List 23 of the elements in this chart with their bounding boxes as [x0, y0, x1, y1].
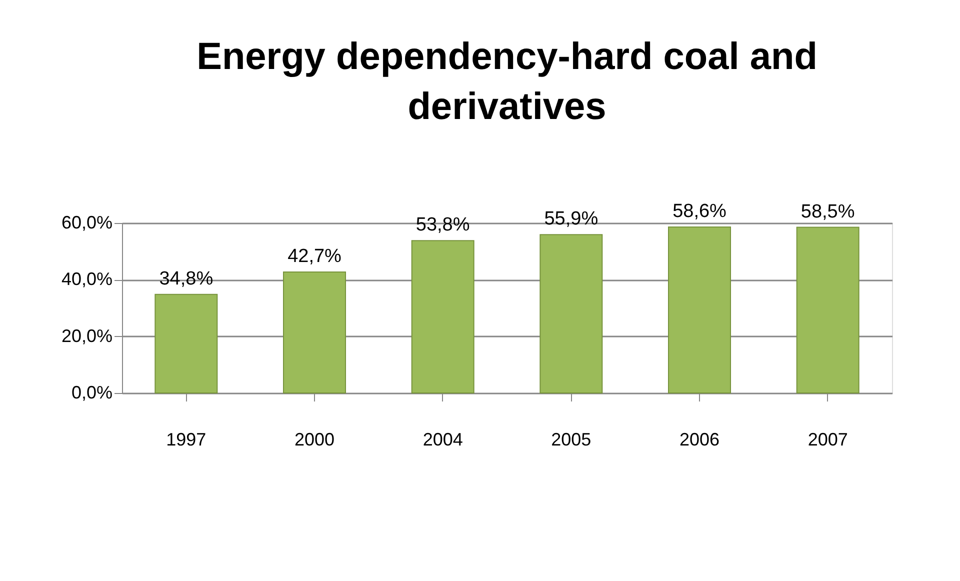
- x-tick-label: 2004: [422, 430, 463, 450]
- y-tick-label: 0,0%: [71, 382, 112, 402]
- data-label: 34,8%: [159, 268, 214, 290]
- data-label: 58,6%: [672, 200, 727, 222]
- data-label: 55,9%: [544, 208, 598, 230]
- y-tick-label: 20,0%: [61, 326, 112, 346]
- x-tick-label: 2007: [808, 430, 848, 450]
- bar: [540, 234, 603, 394]
- x-tick-label: 2005: [551, 430, 592, 450]
- bar: [668, 226, 731, 394]
- chart-title: Energy dependency-hard coal and derivatives: [196, 36, 818, 128]
- x-tick-label: 2000: [294, 430, 335, 450]
- bar: [283, 272, 346, 394]
- y-tick-label: 60,0%: [61, 212, 112, 232]
- x-tick-label: 1997: [166, 430, 206, 450]
- data-label: 53,8%: [416, 214, 470, 236]
- bar: [796, 226, 860, 394]
- bar: [411, 240, 474, 394]
- data-label: 42,7%: [288, 246, 342, 268]
- data-label: 58,5%: [800, 201, 855, 222]
- y-tick-label: 40,0%: [61, 269, 112, 290]
- bar: [154, 294, 218, 394]
- x-tick-label: 2006: [679, 430, 720, 450]
